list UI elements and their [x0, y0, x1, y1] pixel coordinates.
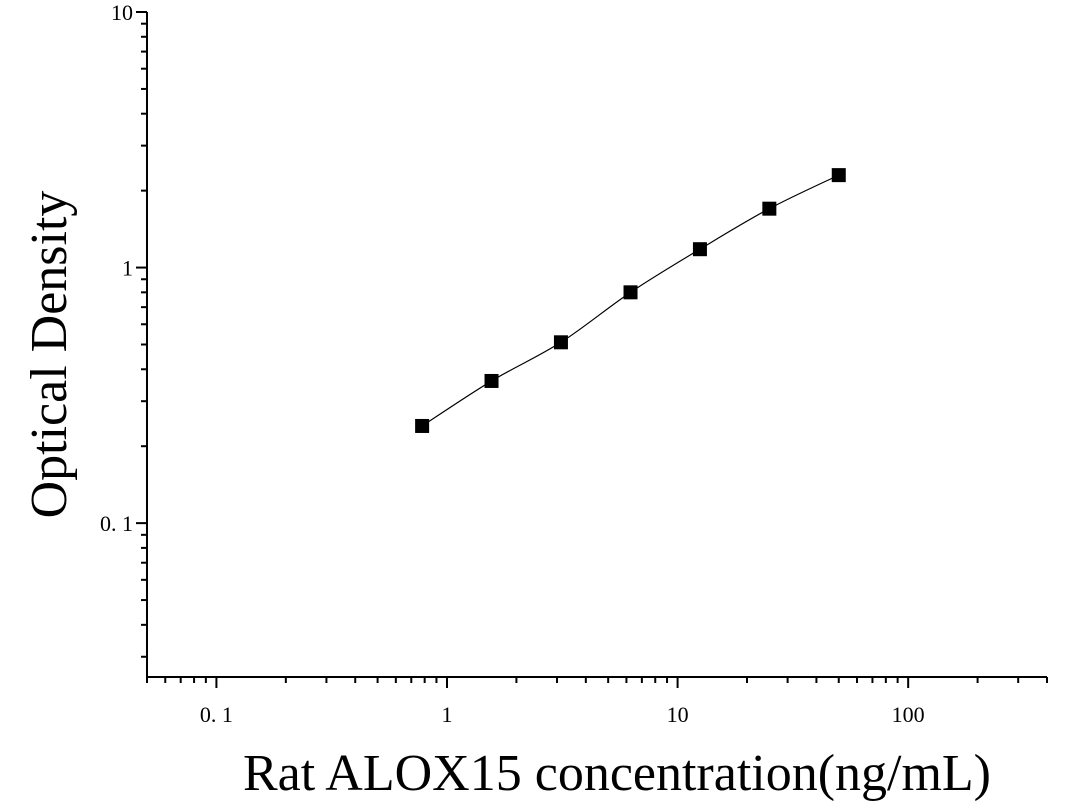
x-tick-label: 100	[892, 702, 925, 727]
x-tick-label: 1	[442, 702, 453, 727]
y-axis-title: Optical Density	[21, 191, 78, 519]
y-tick-label: 0. 1	[100, 511, 133, 536]
data-point	[692, 242, 707, 257]
x-ticks: 0. 1 1 10 100	[146, 677, 1048, 727]
data-point	[831, 168, 846, 183]
x-tick-label: 0. 1	[200, 702, 233, 727]
data-point	[415, 418, 430, 433]
x-axis-title: Rat ALOX15 concentration(ng/mL)	[243, 745, 991, 802]
y-tick-label: 1	[122, 256, 133, 281]
x-tick-label: 10	[667, 702, 689, 727]
axes: 0. 1 1 10 100 0. 1 1 10	[100, 0, 1048, 727]
y-tick-label: 10	[111, 0, 133, 25]
data-point	[623, 285, 638, 300]
data-point	[762, 201, 777, 216]
y-ticks: 0. 1 1 10	[100, 0, 147, 658]
data-point	[553, 335, 568, 350]
data-point	[484, 373, 499, 388]
data-points	[415, 168, 846, 433]
